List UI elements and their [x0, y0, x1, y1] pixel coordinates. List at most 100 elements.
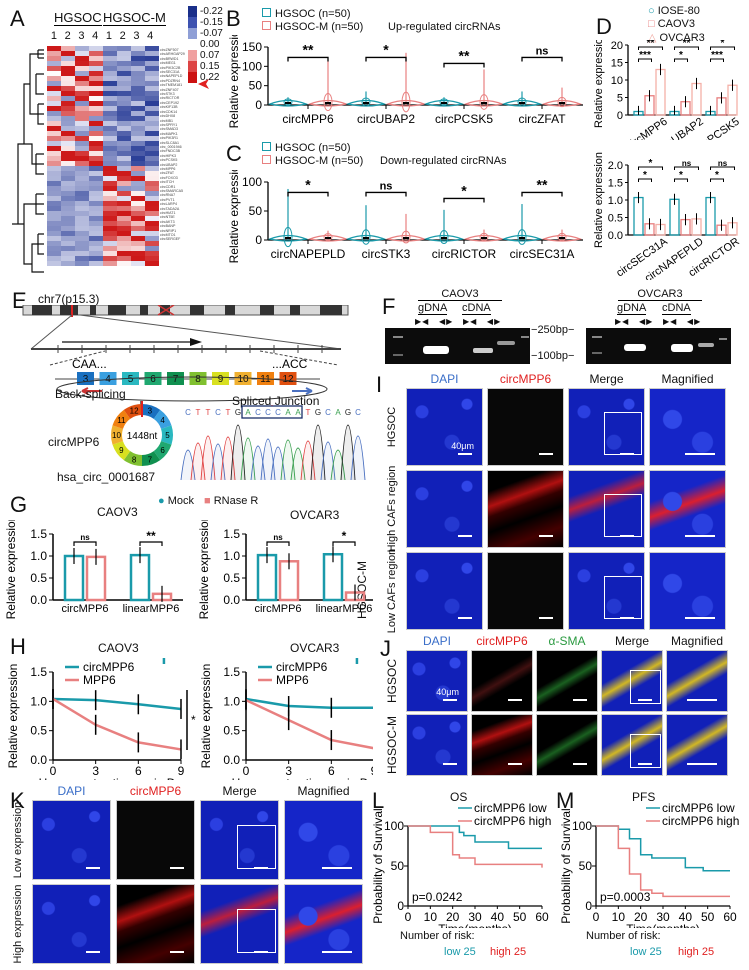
svg-text:A: A — [245, 408, 251, 417]
svg-text:G: G — [315, 408, 321, 417]
svg-text:7: 7 — [173, 374, 179, 385]
svg-text:3: 3 — [83, 374, 89, 385]
zoom-box — [603, 412, 643, 456]
subtitle-caov3: CAOV3 — [97, 505, 138, 519]
svg-text:A: A — [335, 408, 341, 417]
svg-text:6: 6 — [160, 446, 165, 455]
legend-entry: 0.22 — [188, 72, 228, 83]
bar-chart-d-bottom: Relative expression 0.00.51.01.52.0circSE… — [593, 152, 742, 280]
svg-text:ns: ns — [682, 159, 692, 168]
svg-text:C: C — [325, 408, 331, 417]
svg-text:*: * — [715, 170, 719, 181]
legend-rnase-r: ■ RNase R — [204, 495, 259, 507]
svg-text:0.5: 0.5 — [223, 571, 240, 585]
svg-text:G: G — [345, 408, 351, 417]
column-label: circMPP6 — [129, 784, 182, 798]
svg-text:0: 0 — [405, 910, 412, 924]
micrograph-circmpp6 — [116, 884, 195, 964]
svg-text:10: 10 — [611, 75, 623, 87]
row-label: HGSOC — [386, 406, 398, 448]
svg-text:7: 7 — [148, 455, 153, 464]
scale-bar — [539, 453, 553, 455]
svg-text:0.5: 0.5 — [608, 213, 623, 225]
heatmap — [12, 46, 159, 273]
svg-text:***: *** — [711, 50, 723, 61]
scale-bar — [685, 453, 715, 455]
micrograph-merge — [601, 650, 663, 712]
svg-text:circMPP6: circMPP6 — [61, 603, 108, 615]
column-label: DAPI — [430, 372, 459, 386]
panel-label-f: F — [382, 294, 396, 319]
svg-text:Probability of Survival: Probability of Survival — [560, 808, 573, 923]
svg-text:150: 150 — [242, 40, 262, 54]
svg-text:Relative expression: Relative expression — [198, 520, 211, 619]
group-hgsoc-m: HGSOC-M — [103, 10, 166, 26]
svg-text:p=0.0242: p=0.0242 — [412, 890, 463, 904]
svg-text:**: ** — [537, 176, 548, 192]
svg-text:**: ** — [647, 40, 655, 49]
chart-title-pfs: PFS — [632, 790, 656, 804]
micrograph-magnified — [666, 650, 728, 712]
svg-text:Hours post actinomycin D: Hours post actinomycin D — [232, 776, 369, 780]
scale-bar — [539, 617, 553, 619]
scale-bar — [573, 763, 587, 765]
bar-chart-d-top: Relative expression 05101520circMPP6*****… — [593, 40, 742, 140]
micrograph-dapi — [32, 800, 111, 880]
svg-text:3: 3 — [285, 764, 292, 778]
dendrogram — [12, 49, 44, 273]
legend-entry: -0.07 — [188, 28, 228, 39]
svg-text:100: 100 — [242, 175, 262, 189]
panel-label-k: K — [10, 788, 25, 813]
svg-text:*: * — [461, 182, 467, 198]
row-label: Low expression — [12, 801, 24, 879]
column-label: Merge — [222, 784, 257, 798]
svg-text:1.5: 1.5 — [608, 178, 623, 190]
micrograph-magnified — [284, 800, 363, 880]
chart-title: Up-regulated circRNAs — [388, 21, 501, 33]
svg-text:linearMPP6: linearMPP6 — [316, 603, 373, 615]
svg-text:Relative expression: Relative expression — [228, 170, 241, 263]
svg-text:1448nt: 1448nt — [127, 431, 158, 442]
svg-text:**: ** — [146, 529, 156, 543]
svg-text:T: T — [226, 408, 231, 417]
risk-low: low 25 — [630, 946, 662, 958]
bar-chart-g-caov3: Relative expression 0.0 0.5 1.0 1.5 circMPP6 n… — [5, 520, 183, 619]
subtitle-ovcar3: OVCAR3 — [290, 508, 340, 522]
svg-text:circRICTOR: circRICTOR — [432, 247, 497, 261]
scale-bar — [638, 699, 652, 701]
column-label: Merge — [614, 634, 650, 648]
svg-text:*: * — [305, 176, 311, 192]
micrograph-merge — [568, 388, 645, 466]
panel-label-d: D — [596, 14, 612, 39]
micrograph-circmpp6 — [471, 714, 533, 776]
scale-bar — [508, 763, 522, 765]
svg-text:0: 0 — [585, 899, 592, 913]
micrograph-dapi: 40μm — [406, 650, 468, 712]
scale-bar — [458, 453, 472, 455]
micrograph-circmpp6 — [487, 470, 564, 548]
svg-text:T: T — [196, 408, 201, 417]
gdna-label: gDNA — [617, 302, 647, 315]
micrograph-dapi — [406, 470, 483, 548]
cell-ovcar3: OVCAR3 — [618, 288, 702, 301]
svg-text:circMPP6 low: circMPP6 low — [474, 801, 547, 815]
svg-text:1.0: 1.0 — [223, 694, 240, 708]
svg-text:*: * — [643, 170, 647, 181]
scale-bar — [685, 617, 715, 619]
column-label: circMPP6 — [476, 634, 528, 648]
panel-label-a: A — [10, 6, 25, 31]
svg-text:*: * — [649, 158, 653, 169]
scale-bar — [322, 951, 352, 953]
svg-text:100: 100 — [572, 819, 592, 833]
svg-text:0: 0 — [593, 910, 600, 924]
chromosome-label: chr7(p15.3) — [38, 292, 100, 306]
svg-text:**: ** — [303, 41, 314, 57]
risk-low: low 25 — [444, 946, 476, 958]
scale-bar — [86, 951, 100, 953]
scale-bar — [539, 535, 553, 537]
group-hgsoc: HGSOC — [54, 10, 102, 26]
svg-text:*: * — [679, 170, 683, 181]
zoom-box — [629, 669, 661, 704]
svg-text:Time(months): Time(months) — [438, 922, 512, 928]
